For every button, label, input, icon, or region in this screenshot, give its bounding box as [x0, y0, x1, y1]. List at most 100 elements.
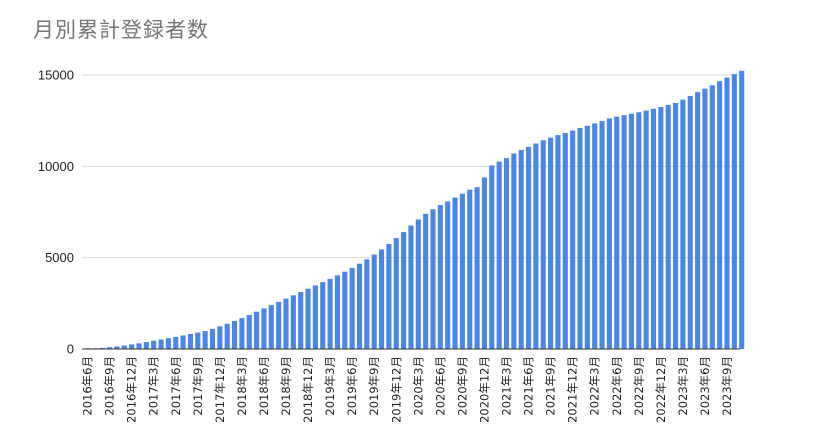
bar [415, 219, 421, 349]
x-tick-label: 2016年12月 [125, 356, 139, 423]
bar [165, 338, 171, 349]
x-tick-label: 2020年3月 [411, 356, 425, 416]
bar [665, 104, 671, 349]
x-tick-label: 2018年6月 [257, 356, 271, 416]
bar [312, 285, 318, 349]
bar [136, 343, 142, 349]
x-tick-label: 2016年6月 [81, 356, 95, 416]
bar [401, 232, 407, 349]
x-tick-label: 2021年9月 [544, 356, 558, 416]
bars [85, 70, 745, 350]
x-tick-label: 2022年3月 [588, 356, 602, 416]
bar [261, 308, 267, 349]
bar [489, 165, 495, 349]
bar [180, 335, 186, 349]
bar [526, 146, 532, 349]
x-tick-label: 2020年9月 [455, 356, 469, 416]
x-tick-label: 2020年12月 [477, 356, 491, 423]
x-tick-label: 2017年6月 [169, 356, 183, 416]
bar [246, 315, 252, 349]
bar [606, 118, 612, 349]
bar [143, 342, 149, 349]
bar [423, 213, 429, 349]
x-tick-label: 2019年9月 [367, 356, 381, 416]
bar [334, 275, 340, 349]
bar [739, 70, 745, 349]
x-tick-label: 2022年6月 [610, 356, 624, 416]
x-tick-label: 2023年3月 [676, 356, 690, 416]
x-tick-label: 2020年6月 [433, 356, 447, 416]
bar [254, 311, 260, 349]
bar [290, 295, 296, 349]
bar [540, 140, 546, 349]
bar [408, 225, 414, 349]
x-tick-label: 2017年9月 [191, 356, 205, 416]
bar [731, 74, 737, 349]
y-tick-label: 5000 [45, 250, 74, 265]
bar [496, 161, 502, 349]
bar [503, 158, 510, 349]
bar [187, 334, 193, 349]
bar [562, 132, 568, 349]
bar [209, 328, 216, 349]
x-tick-label: 2023年6月 [698, 356, 712, 416]
bar [129, 344, 135, 349]
bar [364, 259, 370, 349]
bar [349, 267, 355, 349]
bar [158, 339, 164, 349]
bar [592, 123, 598, 349]
bar [717, 81, 723, 349]
bar [151, 340, 157, 349]
bar [584, 125, 590, 349]
bar [107, 347, 113, 349]
bar [452, 197, 458, 349]
x-tick-label: 2018年12月 [301, 356, 315, 423]
bar [283, 298, 289, 349]
bar [298, 292, 304, 349]
x-tick-label: 2021年6月 [522, 356, 536, 416]
bar [320, 282, 326, 349]
bar [474, 187, 480, 349]
bar [217, 326, 223, 349]
bar [239, 318, 245, 349]
bar [680, 99, 686, 349]
y-axis-ticks: 15000 10000 5000 0 [38, 68, 74, 357]
bar [327, 278, 333, 349]
bar [379, 249, 385, 349]
x-tick-label: 2016年9月 [103, 356, 117, 416]
bar [695, 92, 701, 350]
bar [121, 345, 127, 349]
bar [305, 288, 311, 349]
bar [658, 106, 664, 349]
bar [687, 96, 693, 349]
bar [386, 243, 392, 349]
y-tick-label: 10000 [38, 159, 74, 174]
bar [702, 88, 708, 349]
bar [636, 112, 642, 349]
bar [356, 263, 363, 349]
y-tick-label: 15000 [38, 68, 74, 83]
x-tick-label: 2022年9月 [632, 356, 646, 416]
x-tick-label: 2019年6月 [345, 356, 359, 416]
x-axis-ticks: 2016年6月 2016年9月 2016年12月 2017年3月 2017年6月 2017… [81, 356, 734, 423]
bar [232, 321, 238, 349]
bar [445, 201, 451, 349]
bar [621, 115, 627, 349]
bar [614, 116, 620, 349]
bar [195, 332, 201, 349]
bar [467, 189, 473, 349]
bar [599, 121, 605, 349]
x-tick-label: 2021年3月 [500, 356, 514, 416]
bar [202, 330, 208, 349]
x-tick-label: 2018年3月 [235, 356, 249, 416]
bar [709, 85, 715, 349]
bar [268, 305, 274, 349]
x-tick-label: 2019年12月 [389, 356, 403, 423]
bar [173, 336, 179, 349]
bar [224, 323, 230, 349]
bar [430, 209, 436, 349]
bar [533, 143, 539, 349]
x-tick-label: 2022年12月 [654, 356, 668, 423]
bar [342, 271, 348, 349]
